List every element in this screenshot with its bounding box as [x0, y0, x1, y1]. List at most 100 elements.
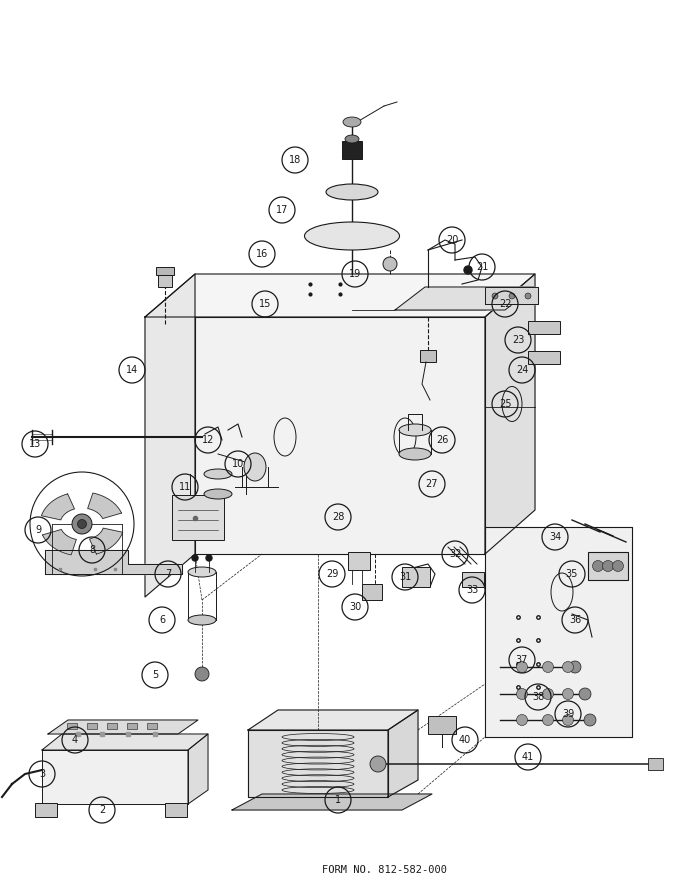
Circle shape	[206, 555, 212, 561]
Text: 19: 19	[349, 269, 361, 279]
Text: 28: 28	[332, 512, 344, 522]
Text: 10: 10	[232, 459, 244, 469]
Text: 14: 14	[126, 365, 138, 375]
Polygon shape	[248, 710, 418, 730]
Polygon shape	[485, 287, 538, 304]
FancyBboxPatch shape	[588, 552, 628, 580]
Polygon shape	[41, 494, 74, 520]
Ellipse shape	[399, 448, 431, 460]
Circle shape	[542, 689, 554, 699]
Circle shape	[563, 662, 573, 673]
Text: 20: 20	[446, 235, 459, 245]
FancyBboxPatch shape	[362, 584, 382, 600]
FancyBboxPatch shape	[158, 275, 172, 287]
Text: 3: 3	[39, 769, 45, 779]
Text: 12: 12	[202, 435, 214, 445]
Polygon shape	[88, 493, 122, 518]
Ellipse shape	[304, 222, 400, 250]
Text: 30: 30	[349, 602, 361, 612]
Text: 13: 13	[29, 439, 41, 449]
Circle shape	[579, 688, 591, 700]
Text: 15: 15	[259, 299, 271, 309]
Text: 38: 38	[532, 692, 544, 702]
Circle shape	[584, 714, 596, 726]
Circle shape	[192, 555, 198, 561]
Circle shape	[592, 560, 603, 572]
Polygon shape	[42, 734, 208, 750]
Circle shape	[195, 667, 209, 681]
Polygon shape	[485, 527, 632, 737]
Text: 31: 31	[399, 572, 411, 582]
Text: 41: 41	[522, 752, 534, 762]
Text: 4: 4	[72, 735, 78, 745]
Text: 27: 27	[426, 479, 438, 489]
Text: 33: 33	[466, 585, 478, 595]
FancyBboxPatch shape	[156, 267, 174, 275]
Ellipse shape	[244, 453, 266, 481]
Polygon shape	[48, 720, 198, 734]
Circle shape	[563, 689, 573, 699]
Polygon shape	[188, 734, 208, 804]
FancyBboxPatch shape	[462, 572, 484, 587]
FancyBboxPatch shape	[165, 803, 187, 817]
Polygon shape	[43, 530, 76, 555]
Polygon shape	[42, 750, 188, 804]
FancyBboxPatch shape	[147, 723, 157, 729]
Text: FORM NO. 812-582-000: FORM NO. 812-582-000	[323, 865, 447, 875]
Circle shape	[509, 293, 515, 299]
FancyBboxPatch shape	[127, 723, 137, 729]
Text: 32: 32	[449, 549, 461, 559]
Ellipse shape	[383, 257, 397, 271]
FancyBboxPatch shape	[528, 321, 560, 334]
Ellipse shape	[326, 184, 378, 200]
Polygon shape	[45, 550, 182, 574]
Text: 21: 21	[476, 262, 488, 272]
Ellipse shape	[343, 117, 361, 127]
Ellipse shape	[399, 424, 431, 436]
Text: 7: 7	[165, 569, 171, 579]
Ellipse shape	[188, 567, 216, 577]
Text: 40: 40	[459, 735, 471, 745]
FancyBboxPatch shape	[342, 141, 362, 159]
Polygon shape	[232, 794, 432, 810]
Text: 35: 35	[566, 569, 578, 579]
FancyBboxPatch shape	[528, 351, 560, 364]
Polygon shape	[248, 730, 388, 797]
Polygon shape	[145, 274, 195, 597]
FancyBboxPatch shape	[402, 567, 430, 587]
Text: 23: 23	[512, 335, 524, 345]
Text: 2: 2	[99, 805, 105, 815]
Text: 39: 39	[562, 709, 574, 719]
Circle shape	[464, 266, 472, 274]
Circle shape	[542, 714, 554, 725]
Polygon shape	[395, 287, 535, 310]
Circle shape	[569, 661, 581, 673]
Circle shape	[603, 560, 613, 572]
Text: 25: 25	[498, 399, 511, 409]
Polygon shape	[485, 274, 535, 554]
Polygon shape	[145, 274, 535, 317]
Text: 26: 26	[436, 435, 448, 445]
FancyBboxPatch shape	[107, 723, 117, 729]
Text: 8: 8	[89, 545, 95, 555]
Text: 29: 29	[326, 569, 338, 579]
Circle shape	[517, 689, 528, 699]
Text: 36: 36	[569, 615, 581, 625]
Text: 22: 22	[498, 299, 511, 309]
Circle shape	[517, 714, 528, 725]
Polygon shape	[195, 317, 485, 554]
Ellipse shape	[204, 489, 232, 499]
Ellipse shape	[204, 469, 232, 479]
Text: 11: 11	[179, 482, 191, 492]
Circle shape	[542, 662, 554, 673]
Text: 5: 5	[152, 670, 158, 680]
Circle shape	[525, 293, 531, 299]
Circle shape	[612, 560, 624, 572]
FancyBboxPatch shape	[87, 723, 97, 729]
FancyBboxPatch shape	[172, 495, 224, 540]
Text: 9: 9	[35, 525, 41, 535]
Text: 34: 34	[549, 532, 561, 542]
FancyBboxPatch shape	[420, 350, 436, 362]
Circle shape	[563, 714, 573, 725]
Circle shape	[492, 293, 498, 299]
